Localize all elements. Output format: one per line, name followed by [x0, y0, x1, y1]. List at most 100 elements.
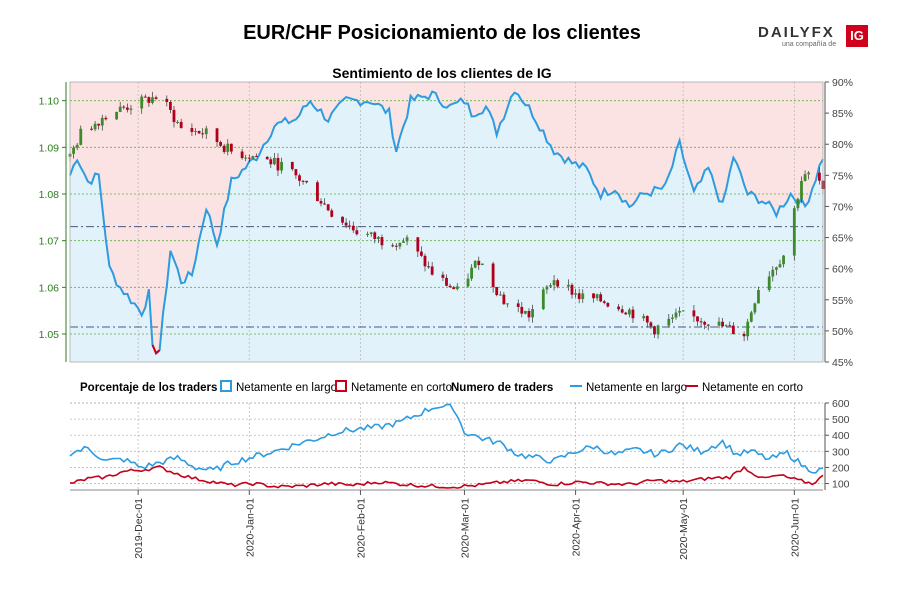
- candle-body: [667, 318, 671, 326]
- date-tick-label: 2020-May-01: [678, 498, 690, 560]
- candle-body: [502, 294, 506, 305]
- candle-body: [93, 123, 97, 130]
- top-panel-frame: [69, 81, 824, 363]
- candle-body: [294, 169, 298, 176]
- candle-body: [678, 310, 681, 313]
- candle-body: [570, 284, 574, 295]
- candle-body: [366, 233, 370, 235]
- candle-body: [420, 251, 423, 256]
- candle-body: [717, 321, 721, 326]
- candle-body: [190, 128, 194, 132]
- candle-body: [129, 108, 133, 110]
- candle-body: [803, 174, 807, 182]
- legend-num-short: Netamente en corto: [702, 382, 803, 394]
- candle-body: [642, 316, 646, 319]
- candle-body: [671, 317, 674, 319]
- candle-body: [290, 161, 294, 170]
- short-count-line: [69, 465, 824, 489]
- candle-body: [753, 303, 757, 313]
- candle-body: [344, 222, 348, 226]
- candle-body: [222, 145, 226, 152]
- candle-body: [455, 286, 459, 290]
- candle-body: [592, 293, 595, 299]
- candle-body: [75, 144, 79, 148]
- candle-body: [140, 96, 144, 109]
- candle-body: [179, 121, 183, 129]
- candle-body: [692, 310, 696, 317]
- legend-num-long: Netamente en largo: [586, 382, 687, 394]
- candle-body: [742, 333, 746, 337]
- candle-body: [204, 128, 208, 135]
- candle-body: [169, 101, 172, 110]
- date-tick-label: 2020-Apr-01: [571, 498, 583, 557]
- sentiment-tick-label: 50%: [832, 326, 853, 338]
- candle-body: [523, 310, 527, 314]
- candle-body: [265, 156, 269, 160]
- candle-body: [527, 310, 531, 318]
- candle-body: [473, 260, 477, 268]
- candle-body: [771, 269, 775, 277]
- candle-body: [681, 310, 685, 312]
- date-tick-label: 2020-Jun-01: [789, 498, 801, 557]
- legend-pct-short-swatch: [335, 380, 347, 392]
- candle-body: [627, 309, 631, 315]
- candle-body: [355, 230, 359, 235]
- candle-body: [194, 131, 197, 133]
- candle-body: [645, 316, 649, 323]
- candle-body: [807, 172, 811, 175]
- price-tick-label: 1.10: [39, 96, 60, 108]
- candle-body: [782, 255, 785, 265]
- candle-body: [506, 303, 509, 305]
- candle-body: [369, 232, 373, 234]
- sentiment-tick-label: 75%: [832, 170, 853, 182]
- candle-body: [452, 287, 456, 290]
- candle-body: [620, 309, 624, 313]
- candle-body: [373, 232, 377, 239]
- sentiment-tick-label: 85%: [832, 108, 853, 120]
- candle-body: [470, 267, 473, 279]
- candle-body: [247, 157, 251, 159]
- candle-body: [104, 117, 108, 120]
- candle-body: [122, 106, 126, 108]
- price-sentiment-panel: 1.05 1.06 1.07 1.08 1.09 1.10 45% 50% 55% 60% 65% 7…: [39, 77, 853, 369]
- price-tick-label: 1.05: [39, 329, 60, 341]
- candle-body: [441, 274, 445, 278]
- candle-body: [391, 245, 395, 247]
- candle-body: [197, 131, 201, 134]
- candle-body: [79, 128, 83, 145]
- candle-body: [674, 312, 678, 318]
- candle-body: [656, 325, 660, 335]
- candle-body: [423, 255, 427, 267]
- candle-body: [100, 117, 104, 126]
- candle-body: [244, 157, 248, 159]
- candle-body: [653, 326, 656, 335]
- candle-body: [147, 97, 151, 103]
- candle-body: [90, 128, 93, 130]
- candle-body: [72, 147, 75, 154]
- candle-body: [800, 181, 803, 199]
- sentiment-tick-label: 70%: [832, 201, 853, 213]
- candle-body: [323, 203, 326, 205]
- candle-body: [696, 316, 699, 322]
- candle-body: [495, 287, 499, 296]
- dailyfx-logo: DAILYFX una compañía de IG: [758, 24, 870, 50]
- candle-body: [774, 267, 778, 270]
- logo-brand: DAILYFX: [758, 24, 835, 41]
- candle-body: [240, 151, 244, 159]
- candle-body: [402, 241, 405, 243]
- short-sentiment-line: [151, 344, 161, 355]
- date-tick-label: 2020-Jan-01: [244, 498, 256, 557]
- candle-body: [251, 156, 255, 159]
- candle-body: [448, 285, 452, 288]
- candle-body: [545, 286, 549, 290]
- candle-body: [176, 121, 179, 123]
- candle-body: [703, 321, 707, 325]
- candle-body: [280, 161, 283, 171]
- candle-body: [229, 143, 233, 152]
- candle-body: [624, 312, 628, 315]
- candle-body: [316, 182, 319, 202]
- count-tick-label: 400: [832, 430, 850, 442]
- candle-body: [125, 107, 129, 110]
- candle-body: [520, 306, 524, 314]
- candle-body: [348, 225, 352, 227]
